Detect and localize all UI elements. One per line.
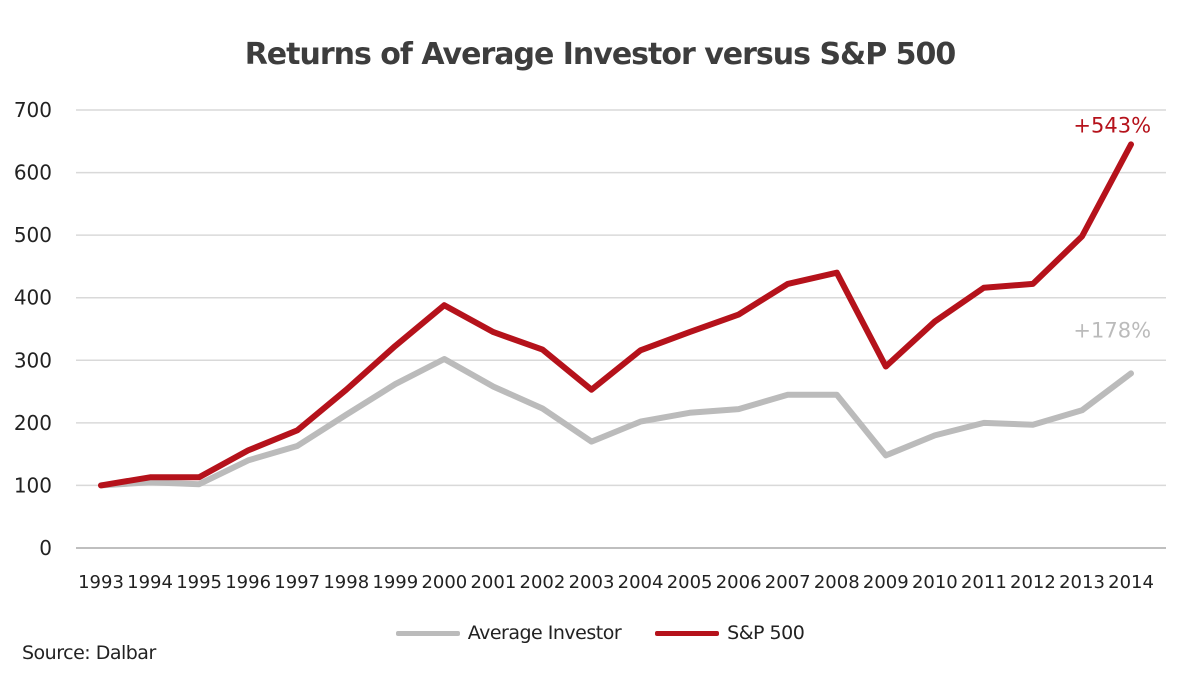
- x-tick-label-2007: 2007: [765, 572, 811, 593]
- x-tick-label-1995: 1995: [176, 572, 222, 593]
- y-tick-label-100: 100: [14, 473, 52, 497]
- x-tick-label-2005: 2005: [667, 572, 713, 593]
- y-tick-label-0: 0: [39, 536, 52, 560]
- series-line-s-p-500: [98, 141, 1134, 489]
- x-tick-label-1994: 1994: [127, 572, 173, 593]
- x-tick-label-2014: 2014: [1108, 572, 1154, 593]
- x-tick-label-2013: 2013: [1059, 572, 1105, 593]
- x-tick-label-1997: 1997: [274, 572, 320, 593]
- legend-swatch-average-investor: [395, 630, 460, 636]
- x-tick-label-2004: 2004: [618, 572, 664, 593]
- x-tick-label-1996: 1996: [225, 572, 271, 593]
- x-tick-label-2011: 2011: [961, 572, 1007, 593]
- y-tick-label-500: 500: [14, 223, 52, 247]
- series-line-average-investor: [98, 356, 1134, 489]
- x-tick-label-2001: 2001: [470, 572, 516, 593]
- legend-label-average-investor: Average Investor: [467, 622, 622, 644]
- legend-item-sp500: S&P 500: [655, 622, 805, 644]
- y-tick-label-300: 300: [14, 348, 52, 372]
- x-tick-label-1993: 1993: [78, 572, 124, 593]
- y-tick-label-200: 200: [14, 411, 52, 435]
- legend-item-average-investor: Average Investor: [395, 622, 622, 644]
- legend: Average Investor S&P 500: [0, 622, 1200, 644]
- x-tick-label-2002: 2002: [520, 572, 566, 593]
- y-tick-label-400: 400: [14, 286, 52, 310]
- x-tick-label-2008: 2008: [814, 572, 860, 593]
- x-tick-label-2009: 2009: [863, 572, 909, 593]
- legend-label-sp500: S&P 500: [727, 622, 805, 644]
- x-tick-label-2003: 2003: [569, 572, 615, 593]
- y-tick-label-600: 600: [14, 161, 52, 185]
- x-tick-label-1998: 1998: [323, 572, 369, 593]
- chart-title: Returns of Average Investor versus S&P 5…: [245, 37, 956, 72]
- end-label-s-p-500: +543%: [1073, 113, 1151, 137]
- legend-swatch-sp500: [655, 630, 720, 636]
- x-tick-label-2012: 2012: [1010, 572, 1056, 593]
- x-tick-label-2010: 2010: [912, 572, 958, 593]
- x-tick-label-2006: 2006: [716, 572, 762, 593]
- x-tick-label-1999: 1999: [372, 572, 418, 593]
- y-tick-label-700: 700: [14, 98, 52, 122]
- end-label-average-investor: +178%: [1073, 318, 1151, 342]
- source-note: Source: Dalbar: [22, 642, 156, 664]
- x-tick-label-2000: 2000: [421, 572, 467, 593]
